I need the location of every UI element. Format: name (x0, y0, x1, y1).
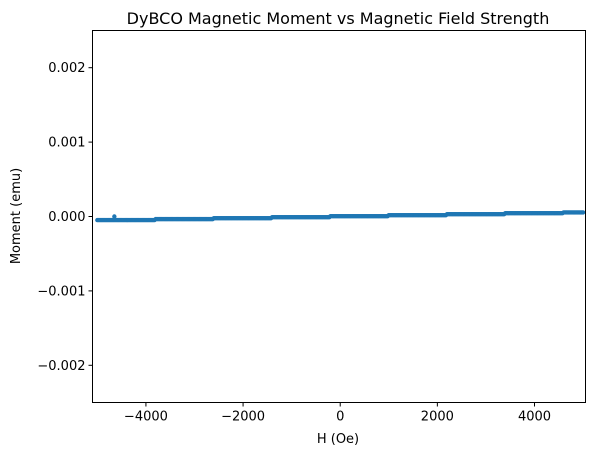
y-axis-label: Moment (emu) (9, 168, 24, 264)
chart-title: DyBCO Magnetic Moment vs Magnetic Field … (127, 9, 550, 28)
y-tick-label: 0.000 (48, 210, 85, 225)
y-axis-ticks: −0.002 −0.001 0.000 0.001 0.002 (37, 61, 93, 374)
x-tick-label: 0 (336, 410, 344, 425)
data-point (580, 210, 586, 215)
x-tick-label: 4000 (518, 410, 551, 425)
y-tick-label: 0.002 (48, 61, 85, 76)
x-tick-label: 2000 (421, 410, 454, 425)
data-point-outlier (112, 214, 117, 219)
y-tick-label: 0.001 (48, 136, 85, 151)
x-tick-label: −4000 (124, 410, 168, 425)
x-axis-label: H (Oe) (317, 432, 359, 447)
y-tick-label: −0.001 (37, 284, 85, 299)
plot-area (95, 210, 586, 223)
x-tick-label: −2000 (221, 410, 265, 425)
y-tick-label: −0.002 (37, 359, 85, 374)
x-axis-ticks: −4000 −2000 0 2000 4000 (124, 402, 551, 425)
plot-frame (92, 30, 586, 403)
